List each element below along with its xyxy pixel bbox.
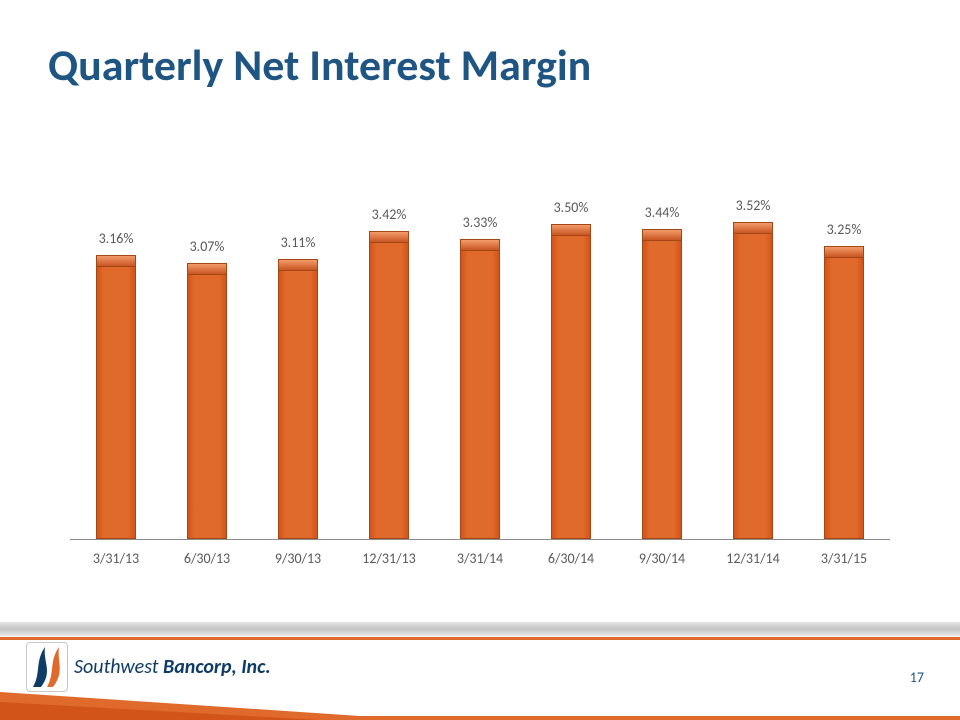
bar [551, 224, 591, 539]
bar-category-label: 3/31/13 [71, 550, 161, 567]
footer-gradient-band [0, 622, 960, 636]
bar [96, 255, 136, 539]
bar-cap [188, 264, 226, 275]
bar-group [187, 263, 227, 539]
footer-thin-orange-line [0, 637, 960, 640]
company-logo-text: Southwest Bancorp, Inc. [74, 655, 271, 679]
bar-category-label: 3/31/14 [435, 550, 525, 567]
chart-baseline [70, 539, 890, 540]
bar-cap [461, 240, 499, 251]
bar-category-label: 9/30/14 [617, 550, 707, 567]
bar [369, 231, 409, 539]
bar-group [642, 229, 682, 539]
bar-value-label: 3.42% [344, 206, 434, 223]
bar-group [551, 224, 591, 539]
slide-title: Quarterly Net Interest Margin [48, 38, 591, 92]
bar-group [824, 246, 864, 539]
bar-value-label: 3.44% [617, 204, 707, 221]
footer-wedge-dark [0, 702, 320, 720]
company-name-light: Southwest [74, 655, 163, 679]
bar-value-label: 3.25% [799, 221, 889, 238]
bar-cap [279, 260, 317, 271]
bar-group [460, 239, 500, 539]
bar-value-label: 3.07% [162, 238, 252, 255]
company-name-bold: Bancorp, Inc. [163, 655, 271, 679]
bar-category-label: 3/31/15 [799, 550, 889, 567]
bar-value-label: 3.33% [435, 214, 525, 231]
bar-value-label: 3.16% [71, 230, 161, 247]
bar [278, 259, 318, 539]
bar-category-label: 6/30/14 [526, 550, 616, 567]
bar [460, 239, 500, 539]
bar-cap [643, 230, 681, 241]
chart-bars-container: 3.16%3/31/133.07%6/30/133.11%9/30/133.42… [70, 179, 890, 539]
bar-cap [552, 225, 590, 236]
page-number: 17 [910, 669, 924, 686]
bar-category-label: 6/30/13 [162, 550, 252, 567]
bar-cap [734, 223, 772, 234]
nim-bar-chart: 3.16%3/31/133.07%6/30/133.11%9/30/133.42… [70, 180, 890, 540]
bar [187, 263, 227, 539]
bar-category-label: 9/30/13 [253, 550, 343, 567]
company-logo: Southwest Bancorp, Inc. [26, 642, 271, 692]
bar-value-label: 3.11% [253, 234, 343, 251]
bar-group [733, 222, 773, 539]
bar-cap [370, 232, 408, 243]
bar-group [96, 255, 136, 539]
bar-category-label: 12/31/13 [344, 550, 434, 567]
bar [733, 222, 773, 539]
bar-category-label: 12/31/14 [708, 550, 798, 567]
company-logo-mark [26, 642, 68, 692]
bar-group [278, 259, 318, 539]
bar-group [369, 231, 409, 539]
bar [642, 229, 682, 539]
bar-value-label: 3.52% [708, 197, 798, 214]
bar-value-label: 3.50% [526, 199, 616, 216]
bar-cap [825, 247, 863, 258]
bar [824, 246, 864, 539]
bar-cap [97, 256, 135, 267]
